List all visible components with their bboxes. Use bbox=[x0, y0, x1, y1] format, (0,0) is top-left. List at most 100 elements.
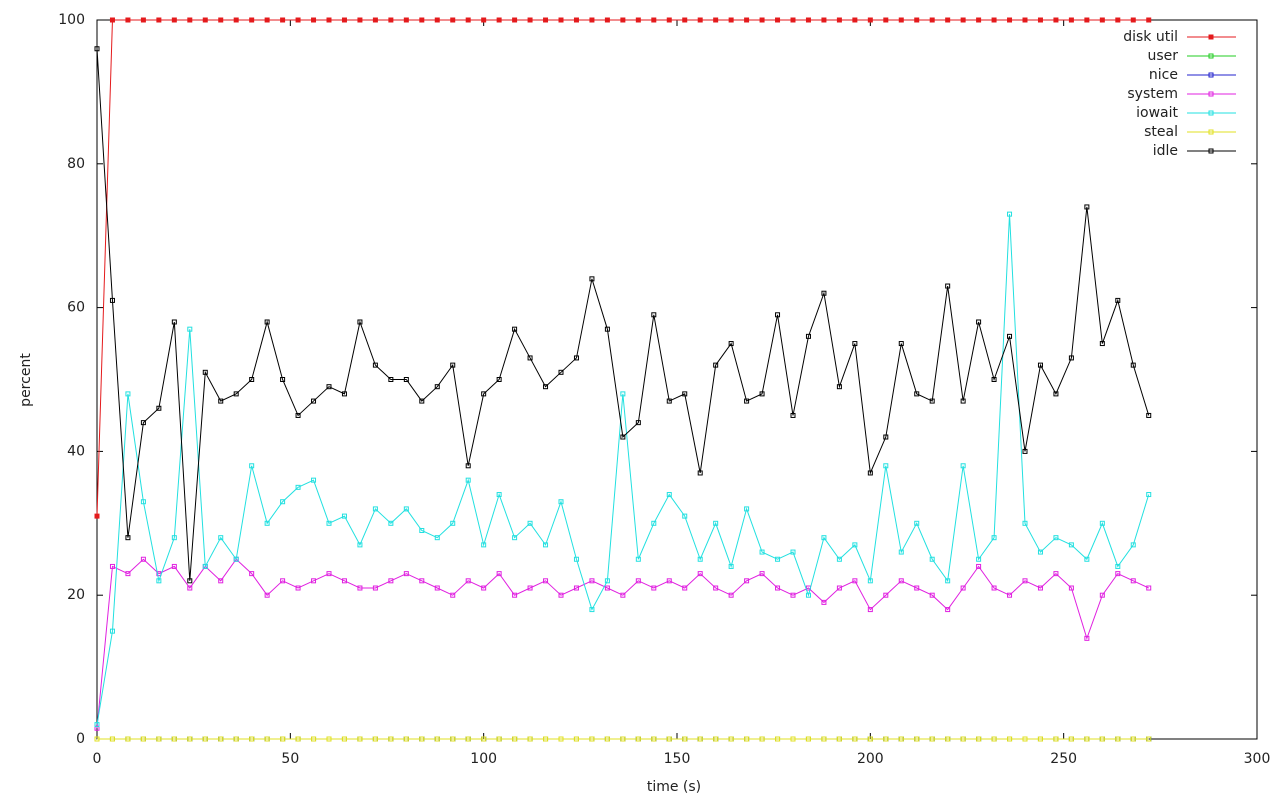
x-tick-label: 300 bbox=[1244, 751, 1271, 767]
data-point bbox=[481, 391, 487, 397]
series-line bbox=[96, 19, 1149, 517]
data-point bbox=[419, 398, 425, 404]
data-point bbox=[1037, 585, 1043, 591]
data-point bbox=[187, 17, 193, 23]
y-tick-label: 0 bbox=[76, 731, 85, 747]
data-point bbox=[543, 17, 549, 23]
data-point bbox=[1053, 535, 1059, 541]
data-point bbox=[898, 17, 904, 23]
data-point bbox=[264, 17, 270, 23]
data-point bbox=[929, 592, 935, 598]
data-point bbox=[481, 17, 487, 23]
data-point bbox=[976, 736, 982, 742]
data-point bbox=[914, 17, 920, 23]
data-point bbox=[1022, 448, 1028, 454]
legend-label: idle bbox=[1153, 143, 1178, 159]
data-point bbox=[604, 585, 610, 591]
data-point bbox=[311, 17, 317, 23]
data-point bbox=[1022, 520, 1028, 526]
data-point bbox=[1022, 736, 1028, 742]
data-point bbox=[512, 736, 518, 742]
data-point bbox=[728, 341, 734, 347]
data-point bbox=[635, 17, 641, 23]
data-point bbox=[140, 736, 146, 742]
data-point bbox=[960, 17, 966, 23]
data-point bbox=[651, 736, 657, 742]
data-point bbox=[1037, 17, 1043, 23]
data-point bbox=[728, 736, 734, 742]
data-point bbox=[759, 736, 765, 742]
data-point bbox=[728, 17, 734, 23]
data-point bbox=[666, 398, 672, 404]
data-point bbox=[140, 420, 146, 426]
data-point bbox=[434, 535, 440, 541]
data-point bbox=[1099, 17, 1105, 23]
data-point bbox=[187, 585, 193, 591]
data-point bbox=[790, 412, 796, 418]
data-point bbox=[620, 592, 626, 598]
data-point bbox=[666, 578, 672, 584]
data-point bbox=[388, 520, 394, 526]
data-point bbox=[635, 420, 641, 426]
data-point bbox=[821, 736, 827, 742]
legend-marker bbox=[1208, 110, 1214, 116]
data-point bbox=[651, 312, 657, 318]
data-point bbox=[852, 542, 858, 548]
data-point bbox=[249, 463, 255, 469]
data-point bbox=[125, 571, 131, 577]
data-point bbox=[1007, 211, 1013, 217]
data-point bbox=[1146, 17, 1152, 23]
data-point bbox=[341, 391, 347, 397]
data-point bbox=[914, 391, 920, 397]
data-point bbox=[1084, 204, 1090, 210]
data-point bbox=[1053, 391, 1059, 397]
data-point bbox=[620, 17, 626, 23]
data-point bbox=[805, 17, 811, 23]
data-point bbox=[94, 513, 100, 519]
data-point bbox=[883, 434, 889, 440]
data-point bbox=[573, 355, 579, 361]
data-point bbox=[558, 592, 564, 598]
data-point bbox=[929, 556, 935, 562]
data-point bbox=[589, 607, 595, 613]
data-point bbox=[109, 736, 115, 742]
data-point bbox=[156, 578, 162, 584]
data-point bbox=[1053, 17, 1059, 23]
data-point bbox=[218, 535, 224, 541]
data-point bbox=[403, 506, 409, 512]
data-point bbox=[326, 736, 332, 742]
data-point bbox=[403, 17, 409, 23]
data-point bbox=[960, 736, 966, 742]
data-point bbox=[805, 333, 811, 339]
data-point bbox=[759, 391, 765, 397]
data-point bbox=[852, 736, 858, 742]
data-point bbox=[527, 585, 533, 591]
data-point bbox=[218, 398, 224, 404]
data-point bbox=[1146, 412, 1152, 418]
data-point bbox=[249, 571, 255, 577]
data-point bbox=[713, 585, 719, 591]
data-point bbox=[372, 506, 378, 512]
legend-label: disk util bbox=[1123, 29, 1178, 45]
data-point bbox=[697, 17, 703, 23]
legend-marker bbox=[1208, 34, 1214, 40]
data-point bbox=[218, 736, 224, 742]
data-point bbox=[1068, 585, 1074, 591]
data-point bbox=[852, 578, 858, 584]
data-point bbox=[388, 377, 394, 382]
y-tick-label: 20 bbox=[67, 587, 85, 603]
data-point bbox=[991, 585, 997, 591]
data-point bbox=[264, 592, 270, 598]
data-point bbox=[914, 736, 920, 742]
data-point bbox=[187, 578, 193, 584]
data-point bbox=[1115, 17, 1121, 23]
data-point bbox=[883, 592, 889, 598]
data-point bbox=[651, 585, 657, 591]
data-point bbox=[1130, 362, 1136, 368]
legend-label: nice bbox=[1149, 67, 1178, 83]
data-point bbox=[945, 283, 951, 289]
data-point bbox=[341, 513, 347, 519]
data-point bbox=[573, 736, 579, 742]
data-point bbox=[527, 520, 533, 526]
data-point bbox=[682, 513, 688, 519]
